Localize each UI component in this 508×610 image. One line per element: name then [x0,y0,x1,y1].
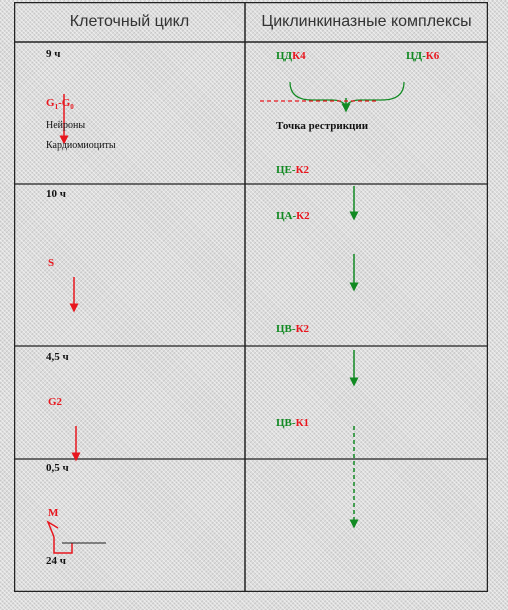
cbk2-cyclin: ЦВ- [276,323,296,335]
cdk4-complex: ЦДК4 [276,50,306,62]
g1-g0-label: G1-G0 [46,97,74,111]
complex-brace [289,81,405,108]
g1-main: G [46,97,55,109]
s-phase-label: S [48,257,55,269]
cak2-cyclin: ЦА- [276,210,297,222]
header-cell-complexes: Циклинкиназные комплексы [261,13,472,30]
g0-sub: 0 [70,103,74,112]
cdk6-cyclin: ЦД- [406,50,426,62]
time-4-5h: 4,5 ч [46,351,69,363]
restriction-point-label: Точка рестрикции [276,120,369,132]
table-border [14,2,488,592]
cardiomyocytes-label: Кардиомиоциты [46,140,116,151]
m-loop-arrow [46,520,59,538]
cek2-cyclin: ЦЕ- [276,164,296,176]
cak2-complex: ЦА-К2 [276,210,310,222]
m-loop [53,537,73,554]
cdk4-cyclin: ЦД [276,50,293,62]
cbk2-kinase: К2 [295,323,310,335]
cdk6-complex: ЦД-К6 [406,50,439,62]
g0-main: -G [58,97,71,109]
time-10h: 10 ч [46,188,66,200]
cell-cycle-table: Клеточный цикл Циклинкиназные комплексы … [14,2,488,592]
g2-phase-label: G2 [48,396,63,408]
time-24h: 24 ч [46,555,66,567]
header-cell-cycle: Клеточный цикл [69,13,190,30]
m-phase-label: M [48,507,59,519]
table-grid [14,2,488,592]
cbk2-complex: ЦВ-К2 [276,323,309,335]
cbk1-cyclin: ЦВ- [276,417,296,429]
cak2-kinase: К2 [296,210,310,222]
time-9h: 9 ч [46,48,61,60]
cek2-kinase: К2 [295,164,310,176]
cdk4-kinase: К4 [292,50,306,62]
cek2-complex: ЦЕ-К2 [276,164,309,176]
neurons-label: Нейроны [46,120,86,131]
cdk6-kinase: К6 [425,50,440,62]
g1-sub: 1 [54,103,59,112]
time-0-5h: 0,5 ч [46,462,69,474]
cbk1-kinase: К1 [295,417,310,429]
cbk1-complex: ЦВ-К1 [276,417,309,429]
